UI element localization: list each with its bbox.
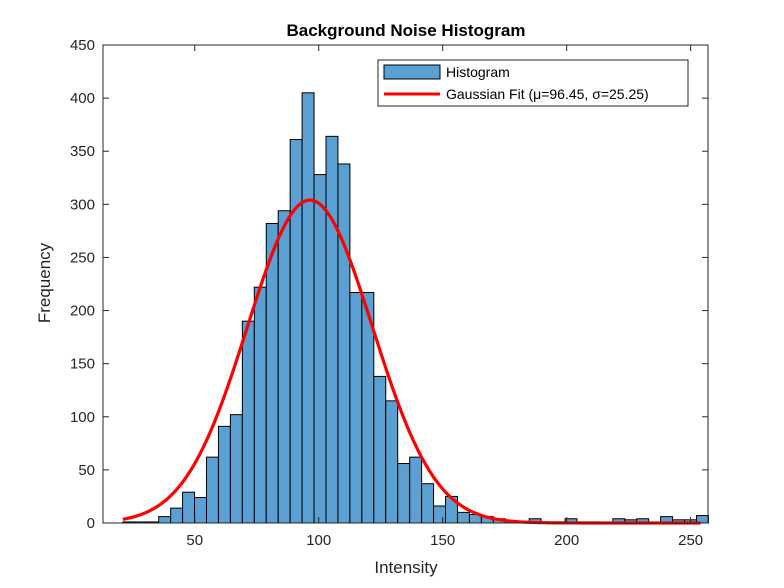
y-tick-label: 0 <box>87 515 95 532</box>
histogram-bar <box>421 483 435 524</box>
legend-label-gaussian-fit: Gaussian Fit (μ=96.45, σ=25.25) <box>446 86 649 102</box>
axes <box>102 44 709 524</box>
x-axis-ticks: 50 100 150 200 250 <box>186 45 703 549</box>
histogram-bar <box>253 286 267 524</box>
legend-label-histogram: Histogram <box>446 64 510 80</box>
histogram-bar <box>205 456 219 524</box>
x-tick-label: 200 <box>554 532 579 549</box>
histogram-bar <box>182 491 196 524</box>
x-tick-label: 100 <box>306 532 331 549</box>
histogram-bar <box>433 505 447 524</box>
y-tick-label: 300 <box>70 196 95 213</box>
histogram-bar <box>337 163 351 524</box>
plot-area <box>103 45 708 523</box>
x-tick-label: 150 <box>430 532 455 549</box>
plot-background <box>103 45 708 523</box>
histogram-bar <box>194 497 207 524</box>
y-axis-label: Frequency <box>35 242 54 323</box>
y-tick-label: 150 <box>70 356 95 373</box>
y-tick-label: 350 <box>70 143 95 160</box>
y-tick-label: 450 <box>70 37 95 54</box>
plot-border <box>102 44 709 524</box>
histogram-bar <box>241 320 255 524</box>
histogram-bar <box>313 174 327 524</box>
histogram-bar <box>170 507 184 524</box>
histogram-bar <box>217 425 231 524</box>
x-tick-label: 50 <box>186 532 203 549</box>
histogram-bar <box>229 414 243 524</box>
histogram-bar <box>409 456 423 524</box>
chart-title: Background Noise Histogram <box>287 21 526 40</box>
histogram-bar <box>373 375 387 524</box>
y-tick-label: 250 <box>70 249 95 266</box>
x-tick-label: 250 <box>678 532 703 549</box>
histogram-bar <box>397 463 411 524</box>
legend-swatch-histogram <box>383 64 441 80</box>
y-tick-label: 400 <box>70 90 95 107</box>
histogram-bar <box>277 210 291 524</box>
x-axis-label: Intensity <box>374 558 438 577</box>
y-axis-ticks: 0 50 100 150 200 250 300 350 400 450 <box>70 37 708 532</box>
histogram-bars <box>122 92 709 524</box>
legend: Histogram Gaussian Fit (μ=96.45, σ=25.25… <box>377 59 689 107</box>
histogram-bar <box>456 511 470 524</box>
y-tick-label: 50 <box>78 462 95 479</box>
y-tick-label: 100 <box>70 409 95 426</box>
histogram-bar <box>301 92 315 524</box>
histogram-bar <box>349 292 363 524</box>
histogram-bar <box>158 516 172 524</box>
histogram-bar <box>289 139 303 524</box>
histogram-bar <box>325 135 339 524</box>
histogram-bar <box>385 400 399 524</box>
y-tick-label: 200 <box>70 303 95 320</box>
